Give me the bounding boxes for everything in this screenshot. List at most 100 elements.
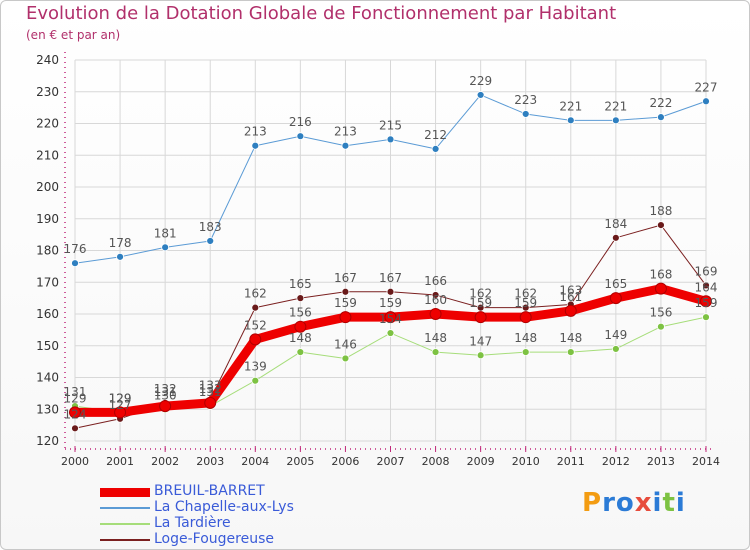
- legend-label-loge-fougereuse: Loge-Fougereuse: [154, 531, 275, 547]
- proxiti-logo: Proxiti: [582, 488, 686, 518]
- y-tick-label: 120: [36, 434, 59, 448]
- data-label-la-tardi-re: 129: [109, 391, 132, 405]
- data-point-loge-fougereuse: [296, 294, 305, 303]
- data-label-loge-fougereuse: 167: [379, 271, 402, 285]
- data-point-breuil-barret: [204, 396, 217, 409]
- legend-item-loge-fougereuse: Loge-Fougereuse: [100, 531, 360, 548]
- data-label-la-tardi-re: 159: [695, 296, 718, 310]
- data-label-la-tardi-re: 146: [334, 337, 357, 351]
- data-point-la-tardi-re: [521, 348, 530, 357]
- chart-title: Evolution de la Dotation Globale de Fonc…: [26, 3, 617, 24]
- logo-letter: P: [582, 488, 603, 518]
- data-label-breuil-barret: 161: [559, 290, 582, 304]
- data-point-breuil-barret: [474, 311, 487, 324]
- data-point-breuil-barret: [339, 311, 352, 324]
- data-label-la-chapelle-aux-lys: 223: [514, 93, 537, 107]
- x-tick-label: 2002: [151, 455, 179, 468]
- logo-letter: t: [662, 488, 676, 518]
- data-point-loge-fougereuse: [71, 424, 79, 433]
- x-tick-label: 2004: [241, 455, 269, 468]
- data-label-breuil-barret: 159: [514, 296, 537, 310]
- data-point-la-tardi-re: [611, 345, 620, 353]
- data-point-la-tardi-re: [566, 348, 575, 357]
- data-point-la-tardi-re: [386, 329, 395, 337]
- data-point-la-chapelle-aux-lys: [206, 237, 215, 245]
- data-point-breuil-barret: [654, 282, 667, 295]
- data-label-breuil-barret: 159: [469, 296, 492, 310]
- data-label-la-chapelle-aux-lys: 221: [604, 99, 627, 113]
- data-point-breuil-barret: [249, 333, 262, 346]
- data-point-la-chapelle-aux-lys: [341, 141, 350, 150]
- logo-letter: i: [675, 488, 686, 518]
- data-label-la-chapelle-aux-lys: 229: [469, 74, 492, 88]
- x-tick-label: 2006: [331, 455, 359, 468]
- data-label-la-chapelle-aux-lys: 213: [244, 125, 267, 139]
- data-point-la-tardi-re: [431, 348, 440, 357]
- data-label-la-tardi-re: 148: [424, 331, 447, 345]
- data-point-loge-fougereuse: [702, 281, 710, 290]
- data-point-la-chapelle-aux-lys: [657, 113, 665, 122]
- data-point-la-chapelle-aux-lys: [251, 141, 260, 150]
- data-label-breuil-barret: 159: [379, 296, 402, 310]
- data-point-loge-fougereuse: [386, 287, 395, 296]
- x-tick-label: 2013: [647, 455, 675, 468]
- logo-letter: r: [602, 488, 616, 518]
- data-point-breuil-barret: [609, 292, 622, 305]
- legend-label-la-tardiere: La Tardière: [154, 515, 231, 531]
- data-label-breuil-barret: 131: [154, 385, 177, 399]
- data-label-breuil-barret: 156: [289, 306, 312, 320]
- y-tick-label: 140: [36, 371, 59, 385]
- data-label-la-chapelle-aux-lys: 213: [334, 125, 357, 139]
- data-label-breuil-barret: 132: [199, 382, 222, 396]
- data-label-loge-fougereuse: 132: [154, 382, 177, 396]
- y-tick-label: 160: [36, 307, 59, 321]
- data-label-loge-fougereuse: 166: [424, 274, 447, 288]
- x-tick-label: 2014: [692, 455, 720, 468]
- data-label-breuil-barret: 129: [109, 391, 132, 405]
- data-label-la-chapelle-aux-lys: 227: [695, 80, 718, 94]
- x-tick-label: 2008: [422, 455, 450, 468]
- y-tick-label: 240: [36, 53, 59, 67]
- x-tick-label: 2005: [286, 455, 314, 468]
- data-label-la-tardi-re: 130: [154, 388, 177, 402]
- logo-letter: x: [634, 488, 653, 518]
- data-point-loge-fougereuse: [657, 221, 665, 230]
- data-point-breuil-barret: [69, 406, 81, 419]
- data-label-breuil-barret: 160: [424, 293, 447, 307]
- y-tick-label: 230: [36, 85, 59, 99]
- data-label-la-chapelle-aux-lys: 215: [379, 118, 402, 132]
- logo-letter: i: [652, 488, 663, 518]
- data-label-loge-fougereuse: 169: [695, 264, 718, 278]
- data-label-la-tardi-re: 147: [469, 334, 492, 348]
- x-tick-label: 2011: [557, 455, 585, 468]
- x-tick-label: 2012: [602, 455, 630, 468]
- x-tick-label: 2003: [196, 455, 224, 468]
- y-tick-label: 200: [36, 180, 59, 194]
- data-point-la-chapelle-aux-lys: [702, 97, 710, 106]
- data-label-la-chapelle-aux-lys: 176: [64, 242, 87, 256]
- y-tick-label: 150: [36, 339, 59, 353]
- data-label-breuil-barret: 168: [649, 268, 672, 282]
- data-label-la-tardi-re: 149: [604, 328, 627, 342]
- data-point-breuil-barret: [159, 400, 172, 413]
- y-tick-label: 180: [36, 244, 59, 258]
- y-tick-label: 210: [36, 148, 59, 162]
- legend-label-breuil-barret: BREUIL-BARRET: [154, 483, 265, 499]
- data-label-breuil-barret: 152: [244, 318, 267, 332]
- data-label-la-chapelle-aux-lys: 183: [199, 220, 222, 234]
- logo-letter: o: [615, 488, 635, 518]
- data-label-loge-fougereuse: 133: [199, 379, 222, 393]
- data-point-breuil-barret: [564, 304, 577, 317]
- data-label-la-chapelle-aux-lys: 216: [289, 115, 312, 129]
- data-point-la-tardi-re: [657, 322, 665, 331]
- legend-item-breuil-barret: BREUIL-BARRET: [100, 483, 360, 500]
- data-point-la-chapelle-aux-lys: [161, 243, 170, 252]
- data-point-la-chapelle-aux-lys: [386, 135, 395, 144]
- data-label-loge-fougereuse: 124: [64, 407, 87, 421]
- x-tick-label: 2010: [512, 455, 540, 468]
- data-point-la-chapelle-aux-lys: [476, 91, 485, 99]
- data-point-la-chapelle-aux-lys: [611, 116, 620, 125]
- data-point-breuil-barret: [429, 308, 442, 320]
- data-point-la-chapelle-aux-lys: [71, 259, 79, 268]
